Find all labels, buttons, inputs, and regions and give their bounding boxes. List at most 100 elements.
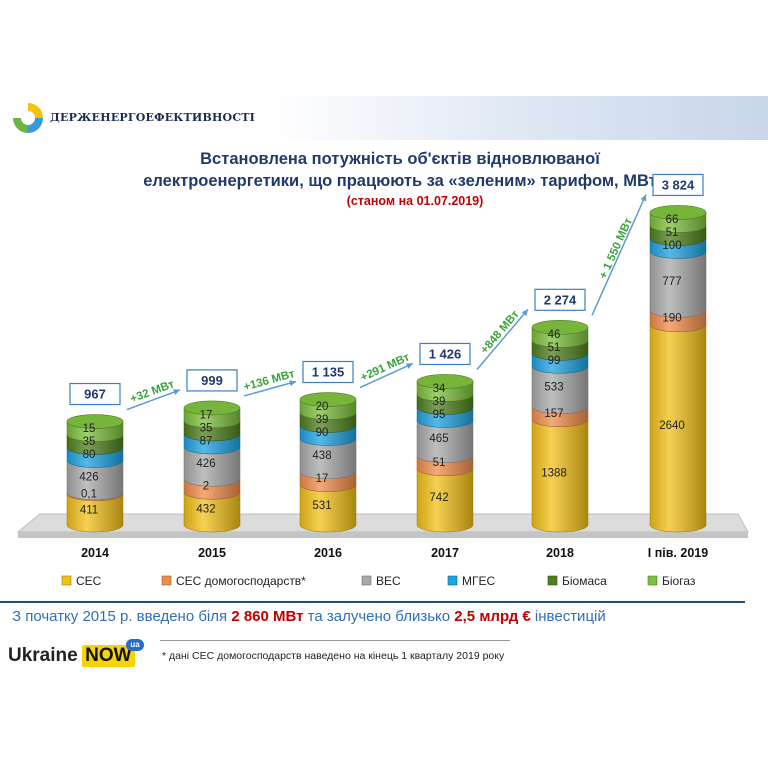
legend-label-ВЕС: ВЕС: [376, 574, 401, 588]
legend-label-Біомаса: Біомаса: [562, 574, 607, 588]
data-label-2016-Біомаса: 39: [316, 414, 329, 426]
info-highlight-investment: 2,5 млрд €: [454, 608, 531, 625]
data-label-2018-Біомаса: 51: [548, 342, 561, 354]
data-label-2017-МГЕС: 95: [433, 409, 446, 421]
growth-label-0: +32 МВт: [129, 378, 177, 405]
category-label-2017: 2017: [431, 546, 459, 560]
total-label-2015: 999: [201, 373, 223, 388]
data-label-2015-Біогаз: 17: [200, 409, 213, 421]
data-label-2018-СЕС домогосподарств*: 157: [544, 408, 563, 420]
organization-name: ДЕРЖЕНЕРГОЕФЕКТИВНОСТІ: [50, 111, 256, 124]
category-label-І пів. 2019: І пів. 2019: [648, 546, 708, 560]
growth-arrowhead-0: [173, 389, 180, 395]
data-label-2014-МГЕС: 80: [83, 449, 96, 461]
divider-line: [0, 601, 745, 603]
total-label-2018: 2 274: [544, 292, 577, 307]
data-label-2015-ВЕС: 426: [196, 458, 215, 470]
legend-swatch-МГЕС: [447, 575, 458, 586]
total-label-І пів. 2019: 3 824: [662, 177, 695, 192]
growth-arrowhead-1: [289, 380, 296, 387]
legend-label-СЕС домогосподарств*: СЕС домогосподарств*: [176, 574, 306, 588]
total-label-2016: 1 135: [312, 365, 345, 380]
info-text-1: З початку 2015 р. введено біля: [12, 608, 232, 625]
growth-arrow-2: [359, 362, 414, 389]
bar-top-2015: [183, 400, 241, 416]
growth-label-1: +136 МВт: [242, 368, 296, 394]
chart-floor-edge: [18, 532, 748, 538]
growth-arrowhead-3: [521, 309, 528, 317]
data-label-І пів. 2019-СЕС: 2640: [659, 420, 685, 432]
bar-top-2017: [416, 374, 474, 389]
stacked-cylinder-chart: 4110,14268035159672014432242687351799920…: [16, 173, 749, 588]
category-label-2015: 2015: [198, 546, 226, 560]
data-label-2014-СЕС: 411: [80, 504, 98, 516]
growth-label-4: + 1 550 МВт: [597, 216, 635, 281]
growth-arrowhead-4: [640, 194, 647, 202]
growth-arrow-4: [591, 194, 647, 316]
chart-title-line2: електроенергетики, що працюють за «зелен…: [143, 172, 657, 190]
legend-swatch-Біогаз: [647, 575, 658, 586]
growth-label-3: +848 МВт: [479, 308, 522, 356]
footnote-separator: [160, 640, 510, 641]
data-label-І пів. 2019-Біогаз: 66: [666, 214, 679, 226]
data-label-2017-Біогаз: 34: [433, 383, 446, 395]
data-label-2016-МГЕС: 90: [316, 427, 329, 439]
data-label-2015-СЕС домогосподарств*: 2: [203, 481, 209, 493]
agency-logo-icon: [12, 102, 44, 134]
ukraine-now-logo: Ukraine NOW ua: [8, 639, 144, 669]
info-summary: З початку 2015 р. введено біля 2 860 МВт…: [12, 608, 606, 625]
data-label-2016-СЕС домогосподарств*: 17: [316, 473, 329, 485]
legend-label-СЕС: СЕС: [76, 574, 102, 588]
data-label-2017-ВЕС: 465: [429, 433, 448, 445]
data-label-2014-СЕС домогосподарств*: 0,1: [81, 488, 97, 500]
footnote: * дані СЕС домогосподарств наведено на к…: [162, 650, 505, 662]
info-text-2: та залучено близько: [303, 608, 455, 625]
total-box-2015: [186, 369, 238, 392]
growth-arrowhead-2: [406, 363, 413, 369]
growth-arrow-1: [243, 380, 297, 397]
data-label-2014-Біомаса: 35: [83, 436, 96, 448]
data-label-2015-МГЕС: 87: [200, 435, 213, 447]
growth-arrow-3: [476, 308, 529, 370]
data-label-2017-СЕС домогосподарств*: 51: [433, 457, 446, 469]
data-label-2016-Біогаз: 20: [316, 401, 329, 413]
category-label-2018: 2018: [546, 546, 574, 560]
chart-floor: [16, 513, 749, 533]
data-label-І пів. 2019-МГЕС: 100: [662, 240, 681, 252]
brand-ukraine: Ukraine: [8, 645, 78, 666]
data-label-2015-Біомаса: 35: [200, 422, 213, 434]
legend-swatch-ВЕС: [361, 575, 372, 586]
category-label-2014: 2014: [81, 546, 109, 560]
data-label-2018-Біогаз: 46: [548, 329, 561, 341]
data-label-2014-ВЕС: 426: [79, 472, 98, 484]
data-label-2016-ВЕС: 438: [312, 450, 331, 462]
info-text-3: інвестицій: [530, 608, 606, 625]
brand-ua-badge: ua: [126, 639, 144, 651]
legend-label-МГЕС: МГЕС: [462, 574, 495, 588]
header-band: [0, 96, 768, 140]
data-label-2018-СЕС: 1388: [541, 467, 567, 479]
total-box-2017: [419, 342, 471, 366]
data-label-2018-МГЕС: 99: [548, 355, 561, 367]
data-label-2017-Біомаса: 39: [433, 396, 446, 408]
data-label-2018-ВЕС: 533: [544, 382, 563, 394]
legend-swatch-СЕС домогосподарств*: [161, 575, 172, 586]
total-label-2014: 967: [84, 387, 106, 402]
total-box-2014: [69, 382, 121, 406]
data-label-2014-Біогаз: 15: [83, 423, 96, 435]
legend-label-Біогаз: Біогаз: [662, 574, 696, 588]
data-label-2016-СЕС: 531: [312, 500, 331, 512]
brand-now: NOW: [82, 645, 135, 667]
total-box-2016: [302, 360, 354, 384]
bar-top-2016: [299, 392, 357, 407]
bar-top-2014: [66, 414, 124, 429]
legend-swatch-Біомаса: [547, 575, 558, 586]
data-label-І пів. 2019-Біомаса: 51: [666, 227, 679, 239]
data-label-І пів. 2019-ВЕС: 777: [662, 276, 681, 288]
bar-top-І пів. 2019: [649, 205, 707, 220]
legend-swatch-СЕС: [61, 575, 72, 586]
chart-title-line1: Встановлена потужність об'єктів відновлю…: [200, 150, 600, 168]
total-label-2017: 1 426: [429, 346, 462, 361]
data-label-І пів. 2019-СЕС домогосподарств*: 190: [662, 313, 681, 325]
chart-subtitle: (станом на 01.07.2019): [346, 194, 484, 208]
